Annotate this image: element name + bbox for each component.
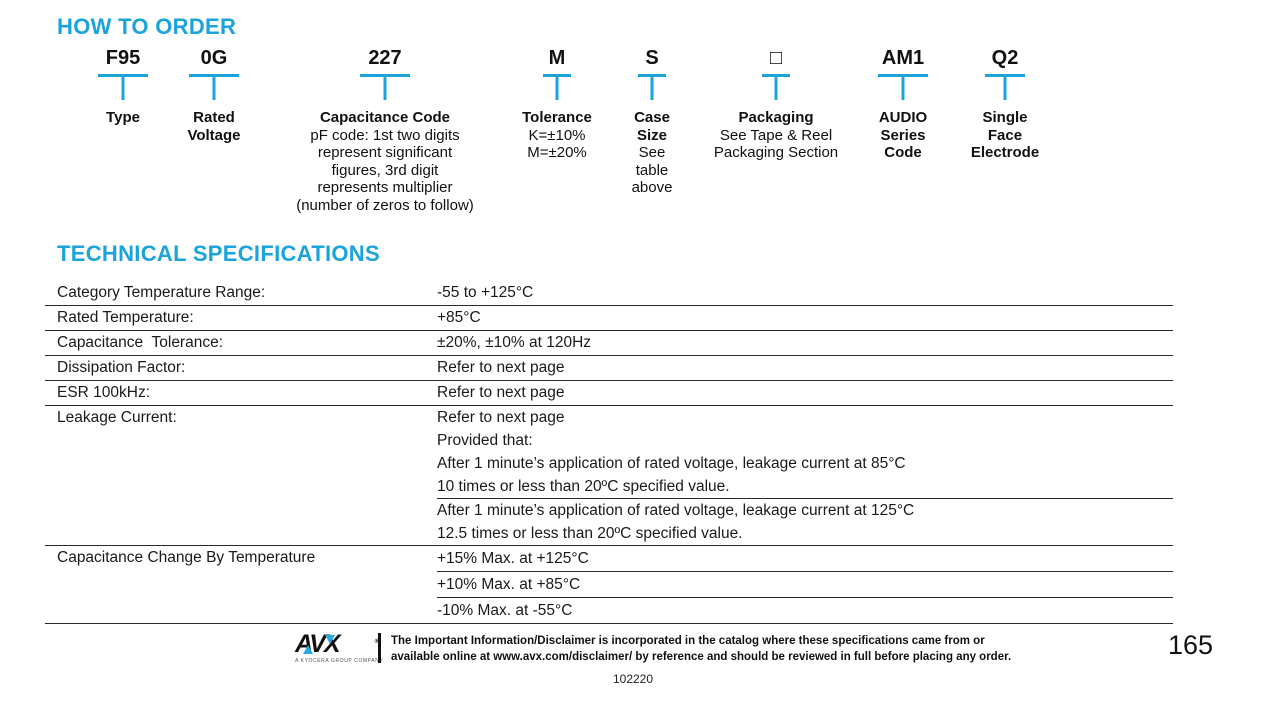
- spec-row-capacitance-tolerance: Capacitance Tolerance: ±20%, ±10% at 120…: [45, 331, 1173, 356]
- spec-label: Category Temperature Range:: [57, 284, 266, 301]
- order-segment-type: F95 Type: [83, 46, 163, 127]
- footer-divider: [378, 633, 381, 663]
- spec-label: Capacitance Change By Temperature: [57, 549, 316, 566]
- order-code: 0G: [200, 47, 228, 69]
- t-connector: [360, 74, 410, 100]
- order-segment-electrode: Q2 Single Face Electrode: [955, 46, 1055, 162]
- order-code: 227: [368, 47, 402, 69]
- order-segment-detail: See Tape & Reel Packaging Section: [713, 126, 839, 162]
- spec-row-esr: ESR 100kHz: Refer to next page: [45, 381, 1173, 406]
- spec-value: -10% Max. at -55°C: [437, 602, 573, 619]
- logo-cyan-triangle-icon: [325, 635, 335, 644]
- order-code packaging-box-glyph: □: [769, 47, 783, 69]
- order-segment-rated-voltage: 0G Rated Voltage: [169, 46, 259, 144]
- spec-value: ±20%, ±10% at 120Hz: [437, 334, 592, 351]
- spec-row-category-temperature: Category Temperature Range: -55 to +125°…: [45, 281, 1173, 306]
- order-segment-audio-series: AM1 AUDIO Series Code: [858, 46, 948, 162]
- t-connector: [985, 74, 1025, 100]
- leakage-conditions-85c: Refer to next page Provided that: After 1 …: [437, 406, 1173, 499]
- order-segment-label: Type: [106, 109, 140, 126]
- order-code: S: [645, 47, 659, 69]
- spec-label: Leakage Current:: [57, 409, 177, 426]
- avx-logo-wordmark: AVX ®: [295, 630, 379, 658]
- t-connector: [762, 74, 790, 100]
- order-segment-detail: pF code: 1st two digits represent signifi…: [296, 126, 474, 214]
- order-code: F95: [105, 47, 141, 69]
- order-segment-tolerance: M Tolerance K=±10% M=±20%: [512, 46, 602, 162]
- disclaimer-text: The Important Information/Disclaimer is …: [391, 635, 1012, 663]
- t-connector: [98, 74, 148, 100]
- order-segment-label: Tolerance: [522, 109, 592, 126]
- t-connector: [638, 74, 666, 100]
- spec-label: Rated Temperature:: [57, 309, 194, 326]
- order-segment-capacitance-code: 227 Capacitance Code pF code: 1st two di…: [285, 46, 485, 214]
- logo-cyan-triangle-icon: [303, 645, 313, 654]
- spec-value: +10% Max. at +85°C: [437, 572, 1173, 598]
- order-code: AM1: [881, 47, 925, 69]
- order-code: M: [548, 47, 566, 69]
- spec-row-rated-temperature: Rated Temperature: +85°C: [45, 306, 1173, 331]
- order-segment-label: Capacitance Code: [319, 109, 451, 126]
- spec-value: +85°C: [437, 309, 481, 326]
- spec-row-leakage-current: Leakage Current: Refer to next page Provi…: [45, 406, 1173, 546]
- order-segment-label: Single Face Electrode: [970, 109, 1040, 161]
- leakage-conditions-125c: After 1 minute’s application of rated vo…: [437, 502, 915, 542]
- logo-tagline: A KYOCERA GROUP COMPANY: [295, 658, 384, 664]
- spec-label: Dissipation Factor:: [57, 359, 186, 376]
- technical-specifications-title: TECHNICAL SPECIFICATIONS: [57, 241, 380, 266]
- order-segment-label: Packaging: [738, 109, 814, 126]
- spec-value: +15% Max. at +125°C: [437, 546, 1173, 572]
- spec-value: Refer to next page: [437, 359, 565, 376]
- spec-row-dissipation-factor: Dissipation Factor: Refer to next page: [45, 356, 1173, 381]
- order-segment-detail: See table above: [631, 144, 673, 196]
- part-number-diagram: F95 Type 0G Rated Voltage 227 Capacitance…: [0, 46, 1266, 231]
- order-code: Q2: [991, 47, 1019, 69]
- spec-table: Category Temperature Range: -55 to +125°…: [45, 281, 1173, 624]
- t-connector: [189, 74, 239, 100]
- order-segment-detail: K=±10% M=±20%: [527, 126, 587, 162]
- spec-label: Capacitance Tolerance:: [57, 334, 224, 351]
- order-segment-label: Case Size: [634, 109, 670, 144]
- how-to-order-title: HOW TO ORDER: [57, 14, 237, 39]
- spec-value: Refer to next page: [437, 384, 565, 401]
- page-number: 165: [1168, 630, 1214, 660]
- spec-row-capacitance-change: Capacitance Change By Temperature +15% M…: [45, 546, 1173, 624]
- spec-value: -55 to +125°C: [437, 284, 534, 301]
- order-segment-case-size: S Case Size See table above: [617, 46, 687, 197]
- avx-logo: AVX ® A KYOCERA GROUP COMPANY: [295, 630, 384, 664]
- t-connector: [543, 74, 571, 100]
- order-segment-label: Rated Voltage: [187, 109, 241, 144]
- document-number: 102220: [612, 672, 654, 686]
- order-segment-label: AUDIO Series Code: [878, 109, 928, 161]
- t-connector: [878, 74, 928, 100]
- registered-trademark-icon: ®: [374, 639, 379, 645]
- spec-label: ESR 100kHz:: [57, 384, 151, 401]
- order-segment-packaging: □ Packaging See Tape & Reel Packaging Sec…: [691, 46, 861, 162]
